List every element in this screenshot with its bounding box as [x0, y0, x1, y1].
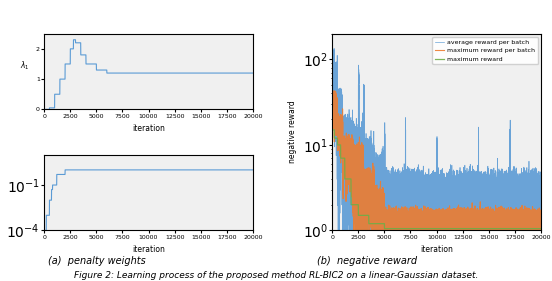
average reward per batch: [381, 187, 388, 191]
average reward per batch: [524, 179, 531, 182]
maximum reward: [463, 227, 470, 230]
maximum reward per batch: [479, 224, 485, 227]
X-axis label: iteration: iteration: [132, 124, 165, 133]
maximum reward: [538, 227, 544, 230]
maximum reward per batch: [463, 229, 470, 232]
maximum reward: [524, 227, 530, 230]
maximum reward per batch: [538, 229, 544, 232]
Text: (b)  negative reward: (b) negative reward: [317, 256, 417, 266]
Text: Figure 2: Learning process of the proposed method RL-BIC2 on a linear-Gaussian d: Figure 2: Learning process of the propos…: [74, 271, 478, 280]
average reward per batch: [335, 229, 342, 232]
maximum reward: [329, 128, 336, 132]
maximum reward per batch: [351, 229, 357, 232]
average reward per batch: [428, 195, 434, 199]
Line: average reward per batch: average reward per batch: [332, 49, 541, 230]
maximum reward: [381, 222, 388, 225]
maximum reward: [428, 227, 434, 230]
Line: maximum reward per batch: maximum reward per batch: [332, 91, 541, 230]
average reward per batch: [538, 229, 544, 232]
maximum reward per batch: [428, 213, 434, 216]
Y-axis label: negative reward: negative reward: [288, 101, 297, 164]
average reward per batch: [479, 175, 485, 178]
maximum reward: [479, 227, 485, 230]
maximum reward per batch: [524, 227, 531, 230]
Y-axis label: $\lambda_1$: $\lambda_1$: [20, 59, 30, 72]
X-axis label: iteration: iteration: [420, 245, 453, 254]
average reward per batch: [331, 47, 337, 50]
maximum reward per batch: [331, 89, 337, 92]
average reward per batch: [463, 210, 470, 213]
maximum reward: [381, 227, 388, 230]
Legend: average reward per batch, maximum reward per batch, maximum reward: average reward per batch, maximum reward…: [432, 37, 538, 64]
X-axis label: iteration: iteration: [132, 245, 165, 254]
Text: (a)  penalty weights: (a) penalty weights: [47, 256, 146, 266]
average reward per batch: [455, 205, 462, 208]
maximum reward: [455, 227, 462, 230]
maximum reward per batch: [329, 92, 336, 96]
maximum reward per batch: [381, 208, 388, 211]
maximum reward per batch: [455, 220, 462, 223]
average reward per batch: [329, 62, 336, 65]
Line: maximum reward: maximum reward: [332, 130, 541, 229]
